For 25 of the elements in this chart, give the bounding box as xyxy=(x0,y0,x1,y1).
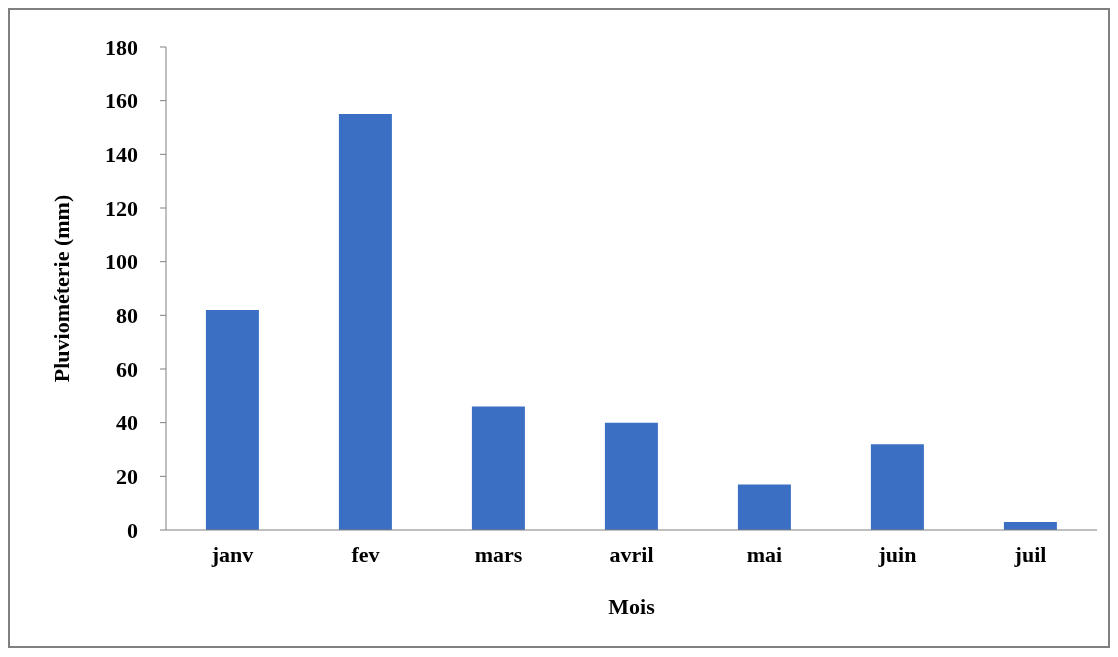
bar xyxy=(338,114,392,530)
x-tick-label: fev xyxy=(351,541,380,567)
y-tick-label: 160 xyxy=(105,88,138,114)
y-tick-label: 0 xyxy=(127,517,138,543)
y-tick-label: 100 xyxy=(105,249,138,275)
y-tick-label: 140 xyxy=(105,142,138,168)
y-tick-label: 120 xyxy=(105,195,138,221)
bar xyxy=(205,309,259,530)
bar xyxy=(737,484,791,530)
x-tick-label: mars xyxy=(474,541,523,567)
x-tick-label: avril xyxy=(609,541,654,567)
x-tick-label: juil xyxy=(1013,541,1047,567)
y-tick-label: 40 xyxy=(116,410,138,436)
y-tick-label: 20 xyxy=(116,464,138,490)
y-axis-title: Pluviométerie (mm) xyxy=(48,194,74,383)
y-tick-label: 60 xyxy=(116,356,138,382)
bar xyxy=(604,422,658,530)
x-tick-label: janv xyxy=(210,541,254,567)
y-tick-label: 80 xyxy=(116,303,138,329)
y-tick-label: 180 xyxy=(105,34,138,60)
bar xyxy=(471,406,525,530)
x-tick-label: mai xyxy=(746,541,783,567)
x-tick-label: juin xyxy=(877,541,917,567)
x-axis-title: Mois xyxy=(608,594,656,619)
bar xyxy=(870,444,924,530)
